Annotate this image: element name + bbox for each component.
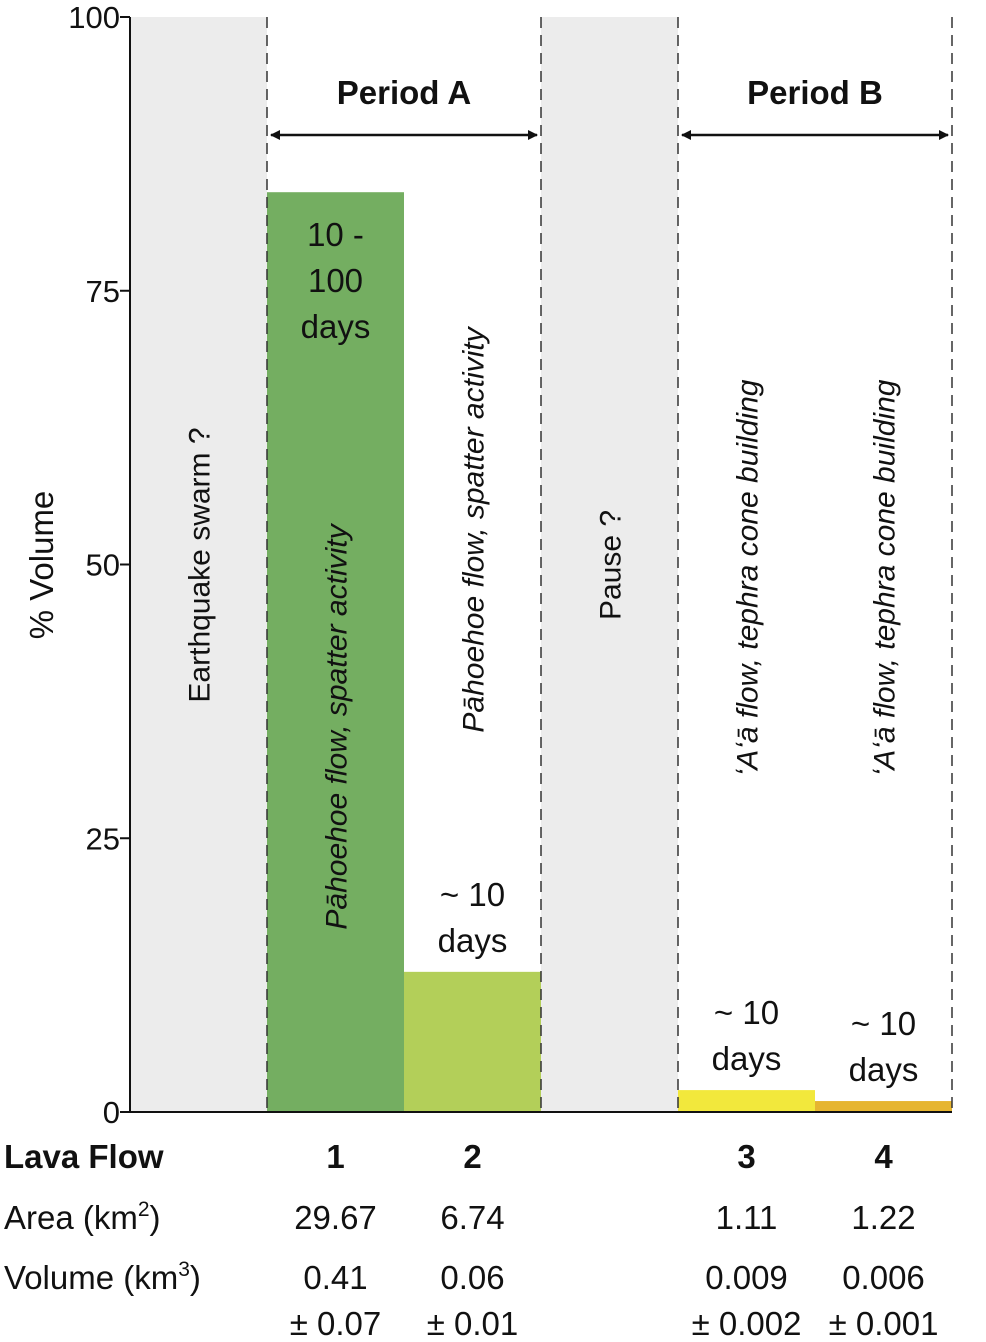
period-label: Period A	[337, 74, 471, 111]
lava-flow-number: 1	[326, 1138, 344, 1175]
row-label-volume: Volume (km3)	[4, 1258, 201, 1296]
area-value: 29.67	[294, 1199, 377, 1236]
volume-error: ± 0.001	[829, 1305, 939, 1342]
bar-flow-3	[678, 1090, 815, 1112]
bar-flow-1	[267, 192, 404, 1112]
phase-background	[541, 17, 678, 1112]
phase-annotation: Pause ?	[595, 510, 628, 620]
y-axis-title: % Volume	[23, 491, 60, 640]
duration-label: ~ 10	[714, 994, 779, 1031]
y-tick-label: 100	[68, 0, 120, 35]
phase-annotation: Earthquake swarm ?	[184, 427, 217, 702]
duration-label: 10 -	[307, 216, 364, 253]
flow-annotation: Pāhoehoe flow, spatter activity	[321, 522, 354, 929]
area-value: 1.22	[851, 1199, 915, 1236]
duration-label: 100	[308, 262, 363, 299]
y-tick-label: 75	[86, 274, 120, 309]
period-label: Period B	[747, 74, 883, 111]
flow-annotation: ʻAʻā flow, tephra cone building	[732, 379, 765, 776]
area-value: 1.11	[716, 1199, 778, 1236]
phase-background	[130, 17, 267, 1112]
lava-flow-number: 3	[737, 1138, 755, 1175]
area-value: 6.74	[440, 1199, 504, 1236]
duration-label: ~ 10	[440, 876, 505, 913]
duration-label: ~ 10	[851, 1005, 916, 1042]
row-label-lava-flow: Lava Flow	[4, 1138, 164, 1175]
volume-value: 0.41	[303, 1259, 367, 1296]
duration-label: days	[438, 922, 508, 959]
lava-flow-number: 4	[874, 1138, 893, 1175]
flow-annotation: ʻAʻā flow, tephra cone building	[869, 379, 902, 776]
volume-value: 0.009	[705, 1259, 788, 1296]
volume-value: 0.006	[842, 1259, 925, 1296]
duration-label: days	[849, 1051, 919, 1088]
y-tick-label: 0	[103, 1095, 120, 1130]
volume-error: ± 0.07	[290, 1305, 382, 1342]
volume-error: ± 0.002	[692, 1305, 802, 1342]
bar-flow-4	[815, 1101, 952, 1112]
lava-flow-number: 2	[463, 1138, 481, 1175]
y-tick-label: 50	[86, 548, 120, 583]
row-label-area: Area (km2)	[4, 1198, 161, 1236]
bar-flow-2	[404, 971, 541, 1112]
duration-label: days	[301, 308, 371, 345]
y-tick-label: 25	[86, 821, 120, 856]
volume-error: ± 0.01	[427, 1305, 519, 1342]
duration-label: days	[712, 1040, 782, 1077]
volume-value: 0.06	[440, 1259, 504, 1296]
flow-annotation: Pāhoehoe flow, spatter activity	[458, 325, 491, 732]
